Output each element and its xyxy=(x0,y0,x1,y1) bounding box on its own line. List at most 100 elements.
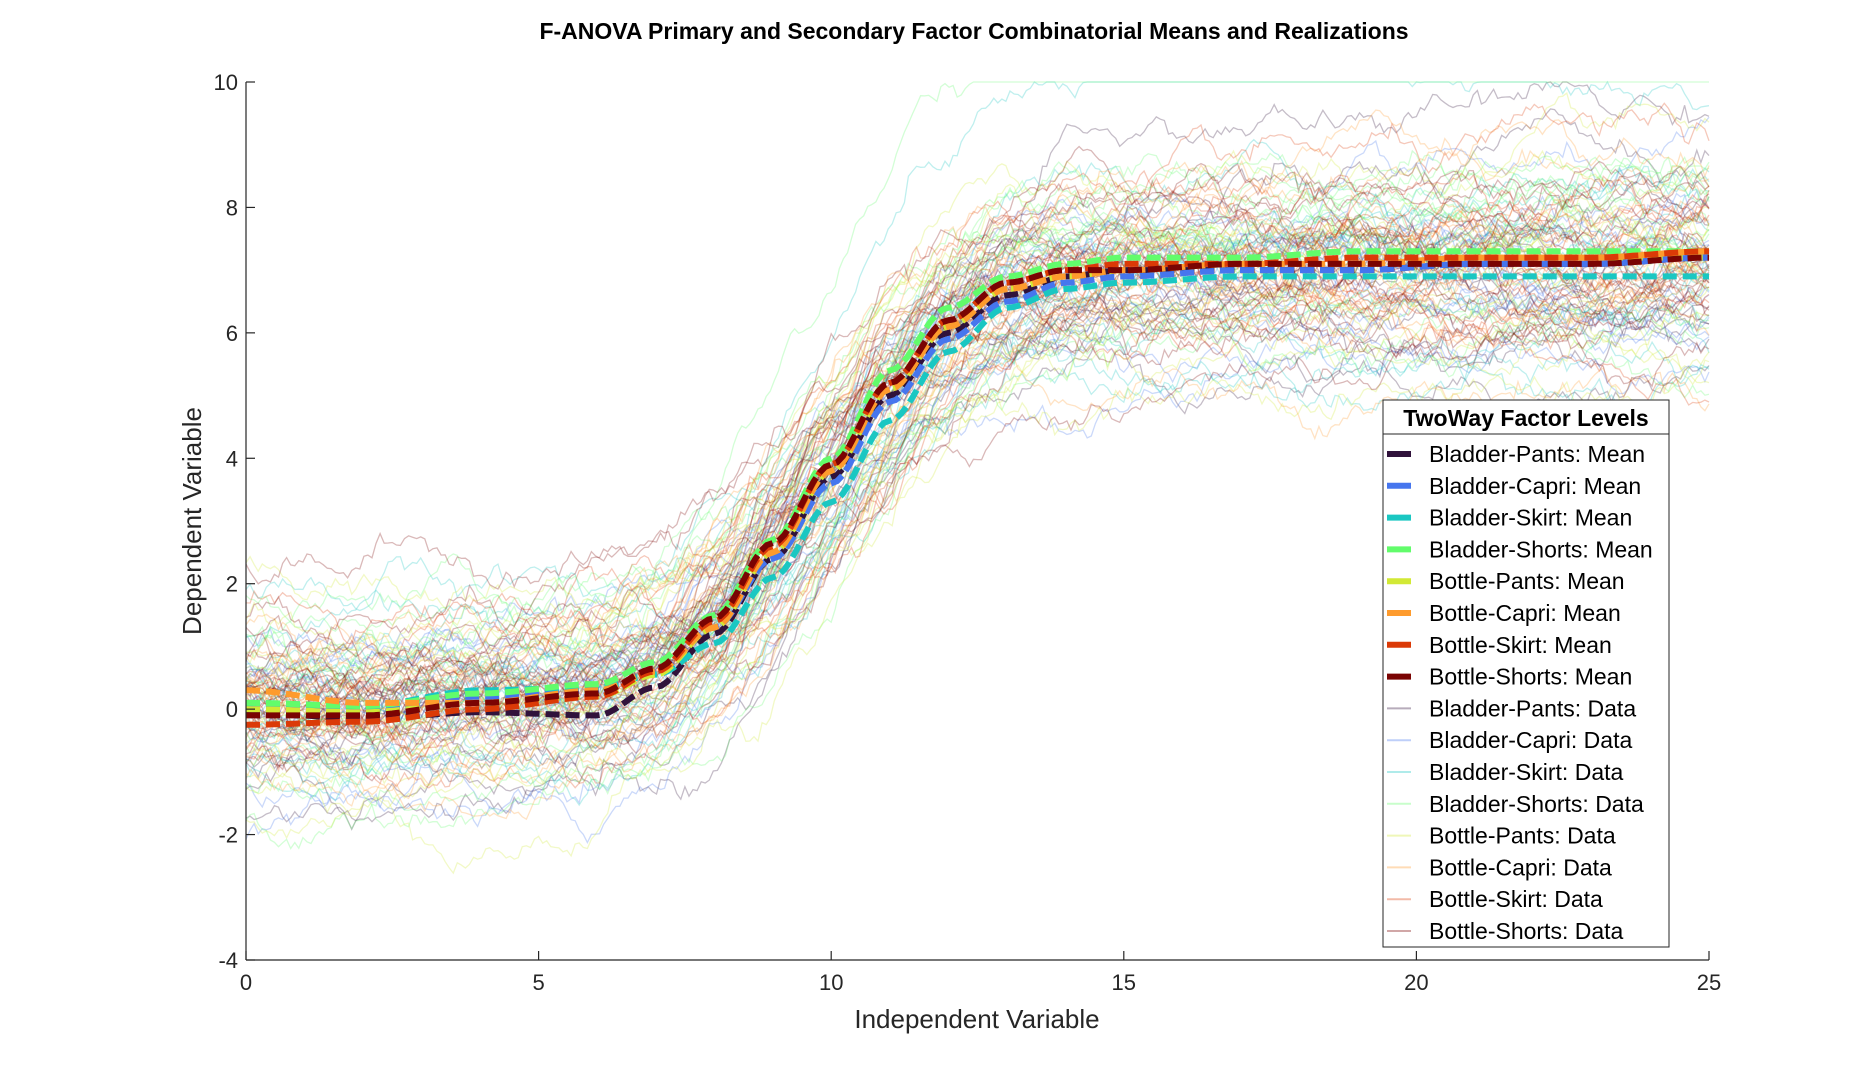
legend-label-bladder-pants-data: Bladder-Pants: Data xyxy=(1429,695,1636,721)
y-tick-label--2: -2 xyxy=(218,823,238,848)
legend: TwoWay Factor Levels Bladder-Pants: Mean… xyxy=(1382,399,1670,948)
realization-bladder-skirt-data-5 xyxy=(245,138,1710,765)
realization-bottle-pants-data-2 xyxy=(245,183,1710,702)
mean-lines xyxy=(245,248,1710,728)
y-tick-label-8: 8 xyxy=(226,195,238,220)
realization-bladder-capri-data-10 xyxy=(245,241,1710,844)
legend-label-bottle-pants-data: Bottle-Pants: Data xyxy=(1429,823,1616,849)
realization-bottle-pants-data-5 xyxy=(245,92,1710,763)
realization-bladder-shorts-data-2 xyxy=(245,303,1710,661)
realization-bottle-capri-data-5 xyxy=(245,119,1710,733)
legend-label-bottle-shorts-mean: Bottle-Shorts: Mean xyxy=(1429,664,1632,690)
realization-bladder-skirt-data-14 xyxy=(245,302,1710,612)
mean-line-bladder-skirt-mean xyxy=(246,273,1709,709)
realization-bottle-shorts-data-11 xyxy=(245,215,1710,706)
realization-bladder-shorts-data-3 xyxy=(245,264,1710,829)
realization-bladder-shorts-data-10 xyxy=(245,186,1710,748)
legend-label-bladder-pants-mean: Bladder-Pants: Mean xyxy=(1429,441,1645,467)
realization-bottle-capri-data-6 xyxy=(245,191,1710,696)
y-tick-label--4: -4 xyxy=(218,948,238,973)
realization-bottle-capri-data-14 xyxy=(245,190,1710,744)
legend-label-bottle-pants-mean: Bottle-Pants: Mean xyxy=(1429,568,1625,594)
realization-bladder-capri-data-3 xyxy=(245,325,1710,673)
y-ticks: -4 -2 0 2 4 6 8 10 xyxy=(214,70,255,973)
mean-line-bottle-shorts-mean xyxy=(246,254,1709,719)
legend-label-bottle-capri-data: Bottle-Capri: Data xyxy=(1429,854,1612,880)
realization-bottle-pants-data-3 xyxy=(245,271,1710,760)
realization-bladder-shorts-data-4 xyxy=(245,305,1710,783)
mean-line-bladder-capri-mean xyxy=(246,254,1709,713)
y-tick-label-10: 10 xyxy=(214,70,238,95)
x-tick-label-0: 0 xyxy=(240,970,252,995)
realization-bladder-capri-data-12 xyxy=(245,195,1710,707)
legend-label-bladder-skirt-mean: Bladder-Skirt: Mean xyxy=(1429,505,1632,531)
realization-bottle-skirt-data-3 xyxy=(245,189,1710,719)
realization-bottle-capri-data-9 xyxy=(245,215,1710,800)
realization-bladder-pants-data-10 xyxy=(245,199,1710,719)
realization-bottle-skirt-data-9 xyxy=(245,182,1710,762)
x-tick-label-25: 25 xyxy=(1697,970,1721,995)
realization-bladder-pants-data-9 xyxy=(245,336,1710,743)
realization-bottle-pants-data-14 xyxy=(245,220,1710,691)
axes xyxy=(245,82,1709,961)
legend-title: TwoWay Factor Levels xyxy=(1403,405,1648,431)
realization-bottle-pants-data-7 xyxy=(245,306,1710,787)
realization-bottle-pants-data-4 xyxy=(245,149,1710,612)
realization-bottle-pants-data-12 xyxy=(245,290,1710,727)
chart-title: F-ANOVA Primary and Secondary Factor Com… xyxy=(539,18,1408,44)
realization-bladder-skirt-data-8 xyxy=(245,278,1710,777)
realization-bladder-skirt-data-10 xyxy=(245,167,1710,807)
x-tick-label-20: 20 xyxy=(1404,970,1428,995)
legend-label-bottle-capri-mean: Bottle-Capri: Mean xyxy=(1429,600,1621,626)
legend-label-bladder-shorts-data: Bladder-Shorts: Data xyxy=(1429,791,1644,817)
realization-bladder-shorts-data-12 xyxy=(245,217,1710,685)
y-tick-label-6: 6 xyxy=(226,321,238,346)
realization-bladder-shorts-data-5 xyxy=(245,198,1710,682)
realization-bottle-pants-data-6 xyxy=(245,214,1710,713)
realization-bottle-skirt-data-4 xyxy=(245,189,1710,789)
legend-label-bladder-capri-data: Bladder-Capri: Data xyxy=(1429,727,1632,753)
x-tick-label-5: 5 xyxy=(532,970,544,995)
legend-label-bladder-capri-mean: Bladder-Capri: Mean xyxy=(1429,473,1641,499)
realization-bladder-pants-data-8 xyxy=(245,108,1710,741)
realization-bottle-skirt-data-10 xyxy=(245,241,1710,774)
realization-bottle-skirt-data-1 xyxy=(245,229,1710,645)
realization-bottle-shorts-data-7 xyxy=(245,145,1710,662)
realization-bottle-skirt-data-6 xyxy=(245,102,1710,721)
x-tick-label-15: 15 xyxy=(1112,970,1136,995)
legend-label-bottle-shorts-data: Bottle-Shorts: Data xyxy=(1429,918,1624,944)
realization-bottle-shorts-data-3 xyxy=(245,162,1710,700)
realization-bottle-skirt-data-12 xyxy=(245,172,1710,768)
realization-bladder-skirt-data-9 xyxy=(245,80,1710,650)
realization-bottle-pants-data-10 xyxy=(245,297,1710,814)
realization-bladder-capri-data-2 xyxy=(245,293,1710,697)
realization-bladder-shorts-data-8 xyxy=(245,157,1710,684)
realization-bottle-capri-data-11 xyxy=(245,238,1710,821)
realization-bladder-skirt-data-3 xyxy=(245,337,1710,784)
realization-bottle-pants-data-1 xyxy=(245,195,1710,793)
realization-bladder-pants-data-4 xyxy=(245,250,1710,801)
legend-label-bottle-skirt-data: Bottle-Skirt: Data xyxy=(1429,886,1603,912)
realization-bottle-shorts-data-5 xyxy=(245,260,1710,782)
legend-label-bladder-skirt-data: Bladder-Skirt: Data xyxy=(1429,759,1624,785)
legend-items: Bladder-Pants: Mean Bladder-Capri: Mean Bl… xyxy=(1387,441,1653,944)
realization-bottle-capri-data-1 xyxy=(245,181,1710,685)
legend-label-bladder-shorts-mean: Bladder-Shorts: Mean xyxy=(1429,536,1653,562)
y-tick-label-0: 0 xyxy=(226,697,238,722)
legend-label-bottle-skirt-mean: Bottle-Skirt: Mean xyxy=(1429,632,1612,658)
x-tick-label-10: 10 xyxy=(819,970,843,995)
realization-bottle-capri-data-4 xyxy=(245,280,1710,782)
x-ticks: 0 5 10 15 20 25 xyxy=(240,951,1721,995)
realization-bottle-shorts-data-6 xyxy=(245,261,1710,702)
realization-bottle-capri-data-7 xyxy=(245,356,1710,665)
x-axis-label: Independent Variable xyxy=(854,1004,1099,1034)
realization-bladder-shorts-data-1 xyxy=(245,81,1709,661)
realization-bottle-shorts-data-12 xyxy=(245,318,1710,686)
y-tick-label-4: 4 xyxy=(226,446,238,471)
y-axis-label: Dependent Variable xyxy=(177,407,207,635)
y-tick-label-2: 2 xyxy=(226,572,238,597)
mean-line-bladder-shorts-mean xyxy=(246,248,1709,709)
realization-bladder-shorts-data-9 xyxy=(245,167,1710,850)
legend-box xyxy=(1382,399,1670,948)
